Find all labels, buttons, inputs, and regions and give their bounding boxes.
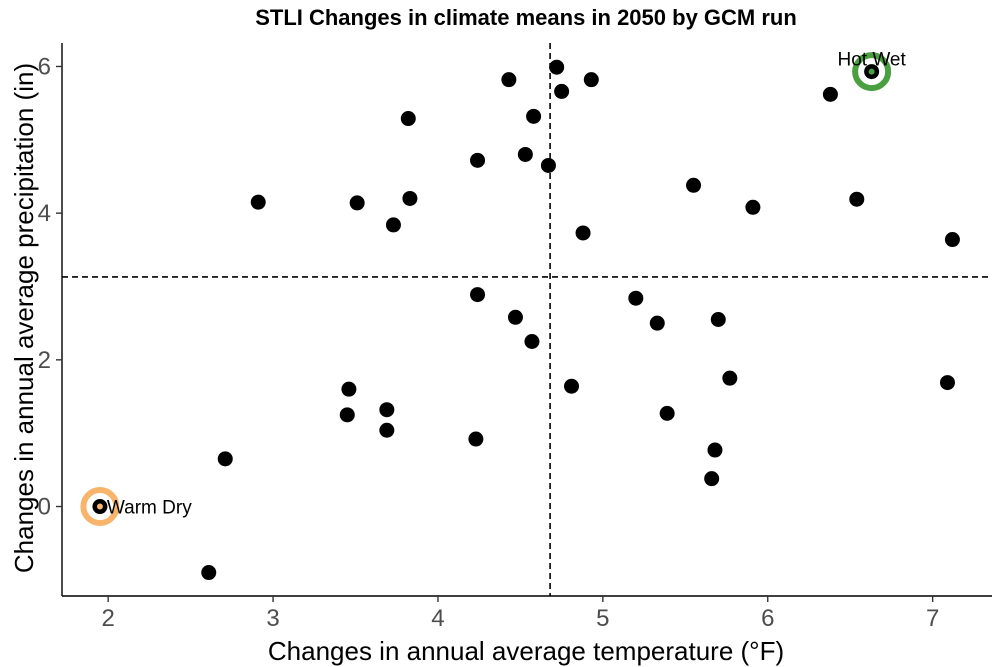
data-point <box>349 195 365 211</box>
data-point <box>470 152 486 168</box>
data-point <box>379 402 395 418</box>
x-axis-title: Changes in annual average temperature (°… <box>268 636 784 666</box>
y-tick-label: 0 <box>38 494 51 521</box>
x-tick-label: 3 <box>266 605 279 632</box>
x-tick-label: 7 <box>926 605 939 632</box>
data-point <box>710 312 726 327</box>
data-point <box>507 309 523 325</box>
data-point <box>540 157 556 173</box>
x-tick-label: 6 <box>761 605 774 632</box>
data-point <box>849 191 865 207</box>
data-point <box>628 290 644 306</box>
data-point <box>745 199 761 215</box>
highlight-label: Hot Wet <box>837 50 906 71</box>
data-points <box>201 59 960 581</box>
y-axis-title: Changes in annual average precipitation … <box>9 63 39 573</box>
x-tick-label: 4 <box>431 605 444 632</box>
data-point <box>402 190 418 206</box>
data-point <box>524 334 540 350</box>
data-point <box>501 72 517 88</box>
y-tick-label: 6 <box>38 53 51 80</box>
data-point <box>944 232 960 248</box>
data-point <box>686 177 702 193</box>
data-point <box>822 86 838 102</box>
axes: 2 3 4 5 6 7 0 2 4 6 <box>38 43 992 632</box>
highlight-point-center <box>868 68 875 75</box>
data-point <box>704 471 720 487</box>
data-point <box>707 442 723 458</box>
data-point <box>517 146 533 162</box>
highlighted-points: Hot Wet Warm Dry <box>80 50 906 527</box>
chart-title: STLI Changes in climate means in 2050 by… <box>255 5 797 30</box>
data-point <box>250 194 266 210</box>
data-point <box>201 565 217 581</box>
highlight-ring <box>80 487 120 527</box>
data-point <box>659 405 675 421</box>
data-point <box>526 108 542 124</box>
data-point <box>339 407 355 423</box>
highlight-point-center <box>96 503 103 510</box>
data-point <box>385 217 401 233</box>
reference-lines <box>62 43 992 596</box>
y-tick-label: 2 <box>38 347 51 374</box>
highlight-label: Warm Dry <box>107 498 192 519</box>
data-point <box>549 59 565 75</box>
data-point <box>400 111 416 127</box>
x-tick-label: 2 <box>101 605 114 632</box>
data-point <box>939 375 955 391</box>
data-point <box>468 431 484 447</box>
x-tick-label: 5 <box>596 605 609 632</box>
highlight-ring <box>852 52 892 92</box>
data-point <box>470 287 486 303</box>
data-point <box>583 72 599 88</box>
data-point <box>341 381 357 397</box>
data-point <box>379 422 395 438</box>
y-tick-label: 4 <box>38 200 51 227</box>
data-point <box>575 225 591 241</box>
data-point <box>564 378 580 394</box>
data-point <box>722 370 738 386</box>
data-point <box>217 451 233 467</box>
data-point <box>649 315 665 331</box>
data-point <box>554 83 570 99</box>
